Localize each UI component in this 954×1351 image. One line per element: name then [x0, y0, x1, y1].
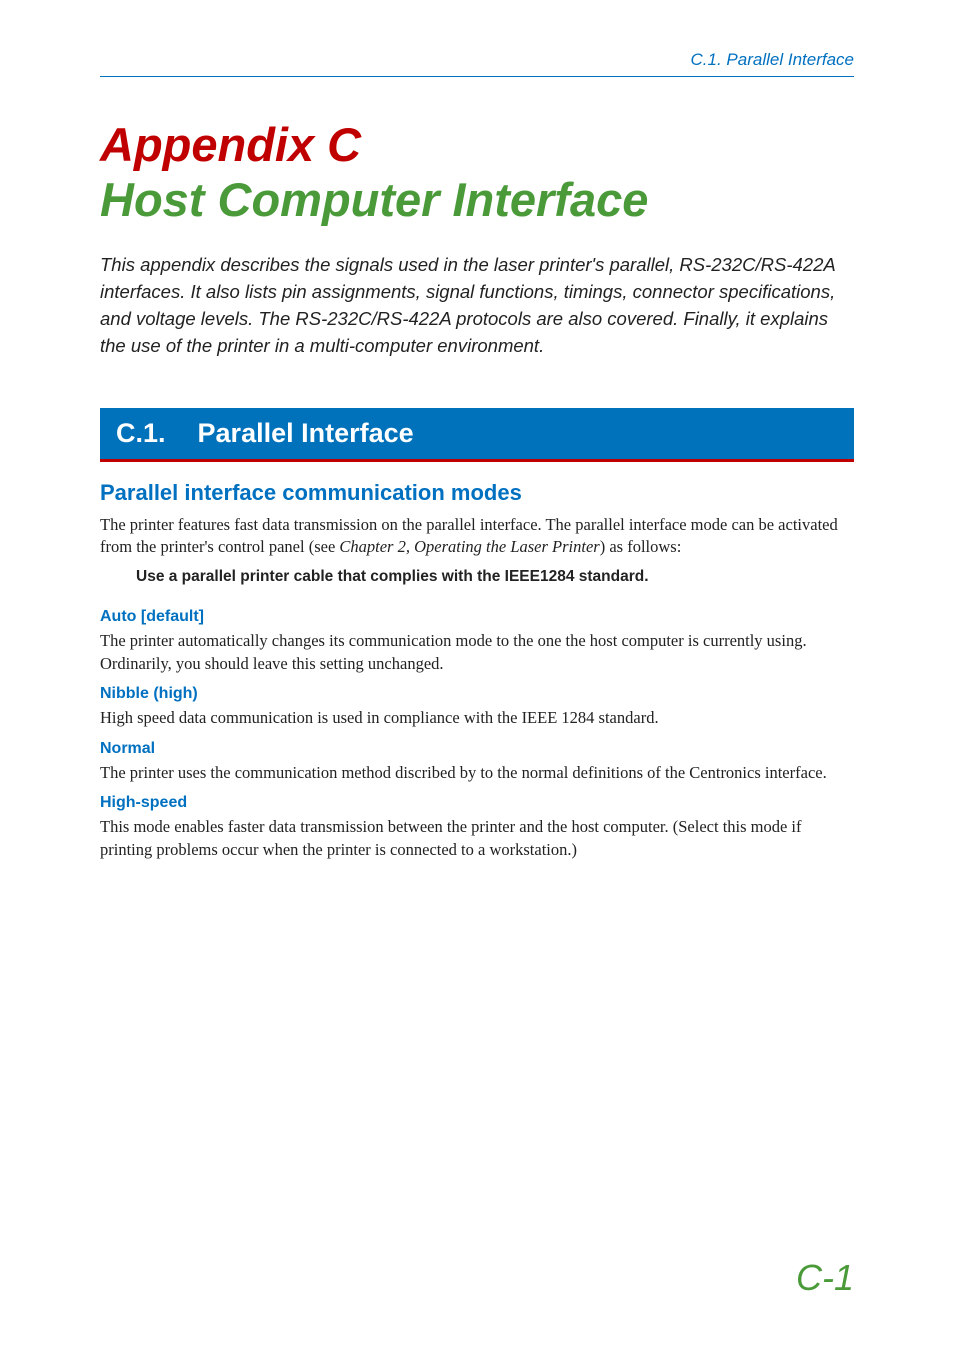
- intro-paragraph: This appendix describes the signals used…: [100, 252, 854, 359]
- mode-heading-highspeed: High-speed: [100, 794, 854, 812]
- running-head: C.1. Parallel Interface: [100, 50, 854, 77]
- mode-heading-nibble: Nibble (high): [100, 685, 854, 703]
- mode-heading-normal: Normal: [100, 740, 854, 758]
- subsection-body: The printer features fast data transmiss…: [100, 514, 854, 559]
- section-heading-bar: C.1. Parallel Interface: [100, 408, 854, 462]
- mode-desc-auto: The printer automatically changes its co…: [100, 630, 854, 675]
- mode-heading-auto: Auto [default]: [100, 608, 854, 626]
- mode-desc-highspeed: This mode enables faster data transmissi…: [100, 816, 854, 861]
- page-number: C-1: [796, 1257, 854, 1299]
- subsection-title: Parallel interface communication modes: [100, 480, 854, 506]
- body-suffix: ) as follows:: [600, 537, 682, 556]
- mode-desc-nibble: High speed data communication is used in…: [100, 707, 854, 729]
- mode-desc-normal: The printer uses the communication metho…: [100, 762, 854, 784]
- section-title: Parallel Interface: [198, 418, 414, 449]
- compliance-note: Use a parallel printer cable that compli…: [136, 568, 854, 586]
- section-number: C.1.: [116, 418, 166, 449]
- appendix-title-line2: Host Computer Interface: [100, 174, 854, 227]
- appendix-title-line1: Appendix C: [100, 119, 854, 172]
- chapter-reference: Chapter 2, Operating the Laser Printer: [339, 537, 599, 556]
